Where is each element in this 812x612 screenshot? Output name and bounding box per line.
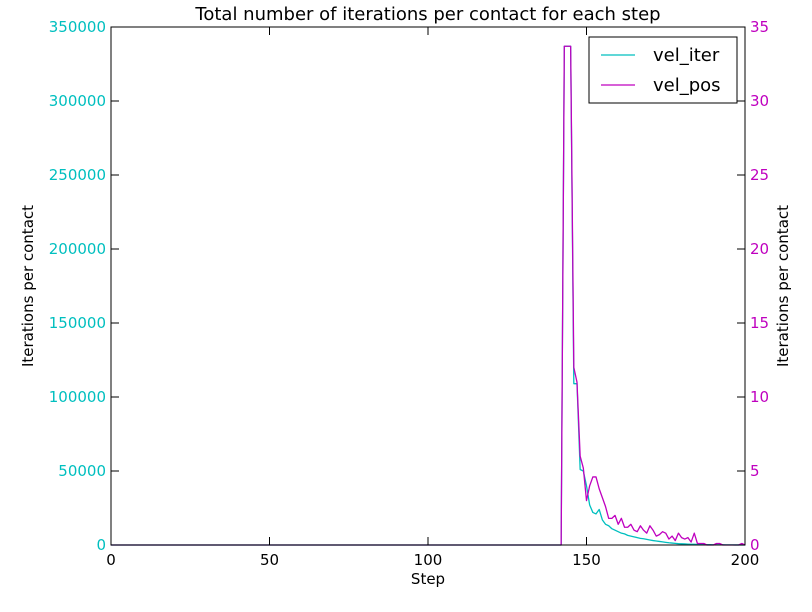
- y-right-tick-label-0: 0: [750, 536, 760, 554]
- y-axis-label-right: Iterations per contact: [774, 205, 792, 367]
- y-right-tick-label-4: 20: [750, 240, 769, 258]
- x-axis-label: Step: [411, 570, 445, 588]
- series-line-vel_iter: [111, 45, 746, 546]
- y-left-tick-label-1: 50000: [58, 462, 106, 480]
- chart-title: Total number of iterations per contact f…: [194, 4, 660, 25]
- legend-label-vel_pos: vel_pos: [653, 75, 721, 96]
- y-right-tick-label-2: 10: [750, 388, 769, 406]
- x-tick-label-2: 100: [414, 551, 443, 569]
- y-right-tick-label-3: 15: [750, 314, 769, 332]
- x-tick-label-1: 50: [260, 551, 279, 569]
- x-tick-label-0: 0: [106, 551, 116, 569]
- y-right-tick-label-7: 35: [750, 18, 769, 36]
- y-right-tick-label-6: 30: [750, 92, 769, 110]
- legend-label-vel_iter: vel_iter: [653, 45, 720, 66]
- x-tick-label-4: 200: [731, 551, 760, 569]
- y-left-tick-label-7: 350000: [49, 18, 106, 36]
- y-right-tick-label-1: 5: [750, 462, 760, 480]
- legend-box: [588, 36, 738, 104]
- y-left-tick-label-4: 200000: [49, 240, 106, 258]
- y-left-tick-label-5: 250000: [49, 166, 106, 184]
- ticks-layer: 0 50 100 150 2000500001000001500002000002500…: [49, 18, 769, 569]
- y-axis-label-left: Iterations per contact: [19, 205, 37, 367]
- y-left-tick-label-0: 0: [96, 536, 106, 554]
- legend: vel_iter vel_pos: [588, 36, 738, 104]
- x-tick-label-3: 150: [572, 551, 601, 569]
- y-left-tick-label-6: 300000: [49, 92, 106, 110]
- series-line-vel_pos: [111, 45, 746, 546]
- y-left-tick-label-2: 100000: [49, 388, 106, 406]
- y-right-tick-label-5: 25: [750, 166, 769, 184]
- series-layer: [111, 45, 746, 546]
- plot-frame: [110, 26, 746, 546]
- y-left-tick-label-3: 150000: [49, 314, 106, 332]
